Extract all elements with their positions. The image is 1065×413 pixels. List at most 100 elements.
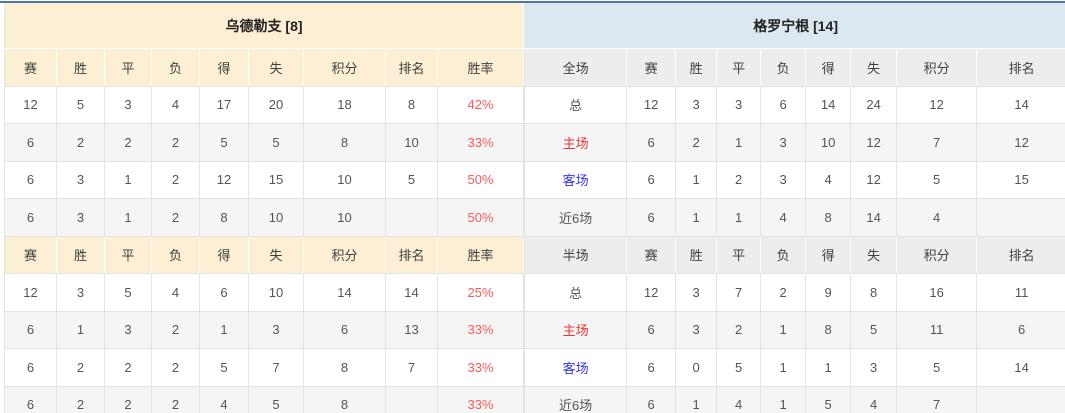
col-header-goals-against: 失: [850, 235, 898, 274]
stat-cell: 3: [104, 310, 152, 349]
table-row: 6 3 1 2 8 10 10 50%: [4, 198, 525, 237]
stat-cell: 7: [896, 385, 978, 413]
col-header-points: 积分: [896, 48, 978, 87]
col-header-losses: 负: [151, 235, 200, 274]
stat-cell: 33%: [436, 385, 525, 413]
right-full-header-row: 全场 赛 胜 平 负 得 失 积分 排名: [524, 48, 1065, 87]
stat-cell: 4: [151, 273, 200, 312]
col-header-losses: 负: [760, 48, 807, 87]
stat-cell: 7: [248, 348, 304, 387]
stat-cell: [976, 385, 1065, 413]
stat-cell: 3: [248, 310, 304, 349]
stat-cell: 20: [248, 85, 304, 124]
stat-cell: 2: [104, 385, 152, 413]
stat-cell: 7: [716, 273, 762, 312]
stat-cell: 3: [760, 123, 807, 162]
stat-cell: 2: [151, 123, 200, 162]
stat-cell: 24: [850, 85, 898, 124]
left-team-stats-table: 乌德勒支 [8] 赛 胜 平 负 得 失 积分 排名 胜率 12 5 3 4 17 20 1…: [3, 3, 525, 413]
stat-cell: 5: [104, 273, 152, 312]
stat-cell: 9: [805, 273, 852, 312]
stat-cell: 1: [56, 310, 105, 349]
col-header-scope-full: 全场: [524, 48, 628, 87]
stat-cell: 3: [675, 310, 718, 349]
stat-cell: [385, 198, 438, 237]
right-team-title: 格罗宁根 [14]: [524, 3, 1065, 49]
stat-cell: 11: [976, 273, 1065, 312]
left-full-header-row: 赛 胜 平 负 得 失 积分 排名 胜率: [4, 48, 525, 87]
right-half-match-body: 总 12 3 7 2 9 8 16 11 主场 6 3 2 1 8 5 11 6 客场 6 0 5 1 1 3 5 14 近6场 6 1 4…: [524, 273, 1065, 413]
stat-cell: 6: [4, 385, 57, 413]
stat-cell: 2: [675, 123, 718, 162]
stat-cell: 10: [248, 273, 304, 312]
stat-cell: 5: [850, 310, 898, 349]
table-row: 近6场 6 1 4 1 5 4 7: [524, 385, 1065, 413]
stat-cell: 14: [303, 273, 386, 312]
col-header-wins: 胜: [56, 235, 105, 274]
table-row: 近6场 6 1 1 4 8 14 4: [524, 198, 1065, 237]
stat-cell: 5: [896, 348, 978, 387]
row-label-home: 主场: [524, 310, 628, 349]
stat-cell: 1: [675, 385, 718, 413]
stat-cell: 2: [716, 160, 762, 199]
stat-cell: 1: [104, 198, 152, 237]
stat-cell: 6: [4, 198, 57, 237]
stat-cell: 14: [976, 348, 1065, 387]
table-row: 主场 6 3 2 1 8 5 11 6: [524, 310, 1065, 349]
table-row: 主场 6 2 1 3 10 12 7 12: [524, 123, 1065, 162]
stat-cell: 8: [303, 385, 386, 413]
col-header-matches: 赛: [626, 48, 677, 87]
stat-cell: 1: [760, 348, 807, 387]
stat-cell: 2: [716, 310, 762, 349]
stat-cell: 5: [248, 385, 304, 413]
stat-cell: 4: [760, 198, 807, 237]
stat-cell: 1: [675, 160, 718, 199]
stat-cell: 2: [151, 310, 200, 349]
stat-cell: 8: [199, 198, 249, 237]
stat-cell: 12: [976, 123, 1065, 162]
left-half-header-row: 赛 胜 平 负 得 失 积分 排名 胜率: [4, 235, 525, 274]
table-row: 6 2 2 2 5 5 8 10 33%: [4, 123, 525, 162]
table-row: 6 3 1 2 12 15 10 5 50%: [4, 160, 525, 199]
stat-cell: 14: [976, 85, 1065, 124]
stat-cell: 14: [805, 85, 852, 124]
col-header-wins: 胜: [675, 48, 718, 87]
table-row: 6 2 2 2 4 5 8 33%: [4, 385, 525, 413]
col-header-draws: 平: [716, 235, 762, 274]
stat-cell: 6: [303, 310, 386, 349]
col-header-points: 积分: [303, 48, 386, 87]
stat-cell: 1: [716, 123, 762, 162]
stat-cell: 2: [151, 160, 200, 199]
col-header-goals-for: 得: [805, 48, 852, 87]
stat-cell: 12: [896, 85, 978, 124]
stat-cell: 50%: [436, 160, 525, 199]
stat-cell: 33%: [436, 310, 525, 349]
stat-cell: 2: [56, 123, 105, 162]
stat-cell: 15: [976, 160, 1065, 199]
left-half-match-body: 12 3 5 4 6 10 14 14 25% 6 1 3 2 1 3 6 13 33% 6 2 2 2 5 7 8 7 33% 6 2…: [4, 273, 525, 413]
stat-cell: 3: [104, 85, 152, 124]
stat-cell: 4: [850, 385, 898, 413]
col-header-goals-for: 得: [805, 235, 852, 274]
stat-cell: 3: [675, 85, 718, 124]
stat-cell: 6: [626, 160, 677, 199]
stat-cell: [976, 198, 1065, 237]
stat-cell: [385, 385, 438, 413]
col-header-rank: 排名: [385, 48, 438, 87]
right-team-stats-table: 格罗宁根 [14] 全场 赛 胜 平 负 得 失 积分 排名 总 12 3 3 6 14 2…: [524, 3, 1065, 413]
stat-cell: 4: [151, 85, 200, 124]
stat-cell: 2: [151, 348, 200, 387]
stat-cell: 8: [850, 273, 898, 312]
row-label-away: 客场: [524, 348, 628, 387]
stat-cell: 6: [626, 385, 677, 413]
col-header-points: 积分: [303, 235, 386, 274]
stat-cell: 8: [805, 310, 852, 349]
stat-cell: 5: [248, 123, 304, 162]
col-header-losses: 负: [151, 48, 200, 87]
stat-cell: 5: [199, 348, 249, 387]
stat-cell: 5: [716, 348, 762, 387]
stat-cell: 1: [104, 160, 152, 199]
stat-cell: 6: [626, 123, 677, 162]
table-row: 客场 6 0 5 1 1 3 5 14: [524, 348, 1065, 387]
